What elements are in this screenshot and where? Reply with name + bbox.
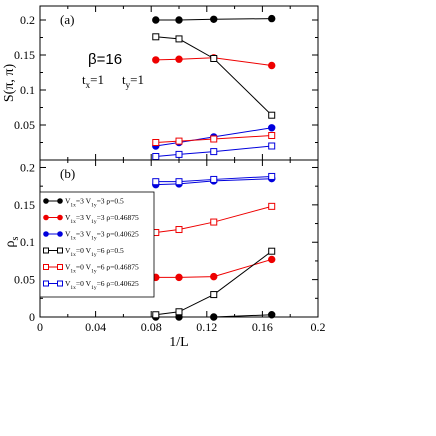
legend-marker bbox=[43, 214, 49, 221]
ticks-b: 0 0.05 0.1 0.15 0.2 0 0.04 0.08 0.12 0.16 0.2 bbox=[14, 160, 326, 334]
series-line-b-0 bbox=[155, 314, 272, 318]
data-point bbox=[175, 137, 183, 145]
ytick-label-a: 0.2 bbox=[20, 13, 35, 27]
data-point bbox=[210, 291, 218, 299]
legend-label: V1x=0 V1y=6 ρ=0.40625 bbox=[65, 279, 139, 291]
legend-marker bbox=[43, 247, 49, 254]
data-point bbox=[210, 148, 218, 156]
data-point bbox=[152, 33, 160, 41]
data-point bbox=[268, 14, 276, 23]
data-point bbox=[210, 218, 218, 226]
data-point bbox=[268, 111, 276, 119]
data-point bbox=[268, 202, 276, 210]
panel-label-b: (b) bbox=[60, 166, 75, 181]
ylabel-a: S(π, π) bbox=[2, 64, 17, 103]
xtick-label-b: 0.12 bbox=[196, 320, 217, 334]
data-point bbox=[210, 272, 218, 281]
data-point bbox=[175, 35, 183, 43]
legend-marker bbox=[57, 214, 63, 221]
data-point bbox=[210, 175, 218, 183]
data-point bbox=[268, 124, 276, 132]
ytick-label-b: 0.2 bbox=[20, 160, 35, 174]
data-point bbox=[268, 247, 276, 255]
series-line-a-4 bbox=[155, 135, 272, 143]
data-point bbox=[210, 135, 218, 143]
data-point bbox=[175, 308, 183, 316]
data-point bbox=[175, 150, 183, 158]
legend-box bbox=[39, 191, 155, 298]
series-line-a-3 bbox=[155, 36, 273, 116]
data-point bbox=[152, 311, 160, 319]
data-point bbox=[210, 15, 218, 23]
legend-marker bbox=[43, 264, 49, 270]
legend-marker bbox=[57, 247, 63, 254]
xtick-label-b: 0.2 bbox=[311, 320, 326, 334]
ytick-label-b: 0.05 bbox=[14, 273, 35, 287]
data-point bbox=[152, 56, 160, 64]
legend-marker bbox=[57, 231, 63, 237]
data-point bbox=[175, 55, 183, 63]
legend: V1x=3 V1y=3 ρ=0.5 V1x=3 V1y=3 ρ=0.46875 V1… bbox=[39, 191, 155, 298]
panel-b: 00.050.10.150.20 0.04 0.08 0.12 0.16 0.2 (b) … bbox=[3, 159, 326, 350]
data-point bbox=[268, 255, 276, 264]
xtick-label-b: 0.16 bbox=[252, 320, 273, 334]
series-line-a-5 bbox=[155, 145, 272, 157]
data-point bbox=[152, 153, 160, 160]
series-a bbox=[152, 14, 276, 160]
data-point bbox=[268, 311, 276, 319]
legend-marker bbox=[43, 280, 49, 287]
ylabel-b: ρs bbox=[3, 236, 21, 247]
data-point bbox=[175, 273, 183, 282]
xtick-label-b: 0 bbox=[37, 320, 43, 334]
data-point bbox=[210, 313, 218, 321]
ticks-a: 0.05 0.1 0.15 0.2 bbox=[14, 6, 319, 161]
annotation-beta: β=16 bbox=[88, 51, 122, 68]
data-point bbox=[175, 226, 183, 234]
series-line-b-4 bbox=[155, 205, 272, 234]
xtick-label-b: 0.04 bbox=[85, 320, 106, 334]
legend-label: V1x=0 V1y=6 ρ=0.46875 bbox=[65, 263, 139, 275]
annotation-tx: tx=1 bbox=[82, 72, 104, 90]
series-line-b-1 bbox=[155, 258, 272, 278]
data-point bbox=[152, 178, 160, 186]
legend-marker bbox=[43, 231, 49, 237]
legend-label: V1x=0 V1y=6 ρ=0.5 bbox=[65, 246, 124, 258]
ytick-label-b: 0.1 bbox=[20, 235, 35, 249]
legend-marker bbox=[57, 198, 63, 204]
data-point bbox=[152, 16, 160, 24]
legend-label: V1x=3 V1y=3 ρ=0.5 bbox=[65, 197, 124, 209]
data-point bbox=[268, 61, 276, 70]
annotation-ty: ty=1 bbox=[122, 72, 144, 90]
xtick-label-b: 0.08 bbox=[141, 320, 162, 334]
series-b bbox=[152, 172, 276, 321]
legend-marker bbox=[43, 198, 49, 204]
panel-label-a: (a) bbox=[60, 12, 74, 27]
ytick-label-b: 0 bbox=[29, 310, 35, 324]
data-point bbox=[268, 172, 276, 180]
legend-label: V1x=3 V1y=3 ρ=0.40625 bbox=[65, 230, 139, 242]
data-point bbox=[152, 139, 160, 146]
series-line-b-5 bbox=[155, 175, 272, 183]
ytick-label-a: 0.1 bbox=[20, 83, 35, 97]
ytick-label-a: 0.15 bbox=[14, 48, 35, 62]
legend-marker bbox=[57, 280, 63, 287]
legend-label: V1x=3 V1y=3 ρ=0.46875 bbox=[65, 213, 139, 225]
panel-a: 0.05 0.1 0.15 0.2 (a) S(π, π) β=16 tx=1 ty=… bbox=[2, 5, 319, 161]
data-point bbox=[210, 55, 218, 62]
ytick-label-b: 0.15 bbox=[14, 198, 35, 212]
series-line-b-3 bbox=[155, 250, 273, 316]
data-point bbox=[175, 16, 183, 24]
data-point bbox=[268, 142, 276, 150]
xlabel-b: 1/L bbox=[169, 335, 188, 350]
series-line-a-1 bbox=[155, 57, 272, 66]
series-line-b-2 bbox=[155, 178, 272, 186]
ytick-label-a: 0.05 bbox=[14, 118, 35, 132]
data-point bbox=[175, 178, 183, 186]
series-line-a-0 bbox=[155, 18, 272, 21]
legend-marker bbox=[57, 264, 63, 270]
data-point bbox=[268, 132, 276, 139]
